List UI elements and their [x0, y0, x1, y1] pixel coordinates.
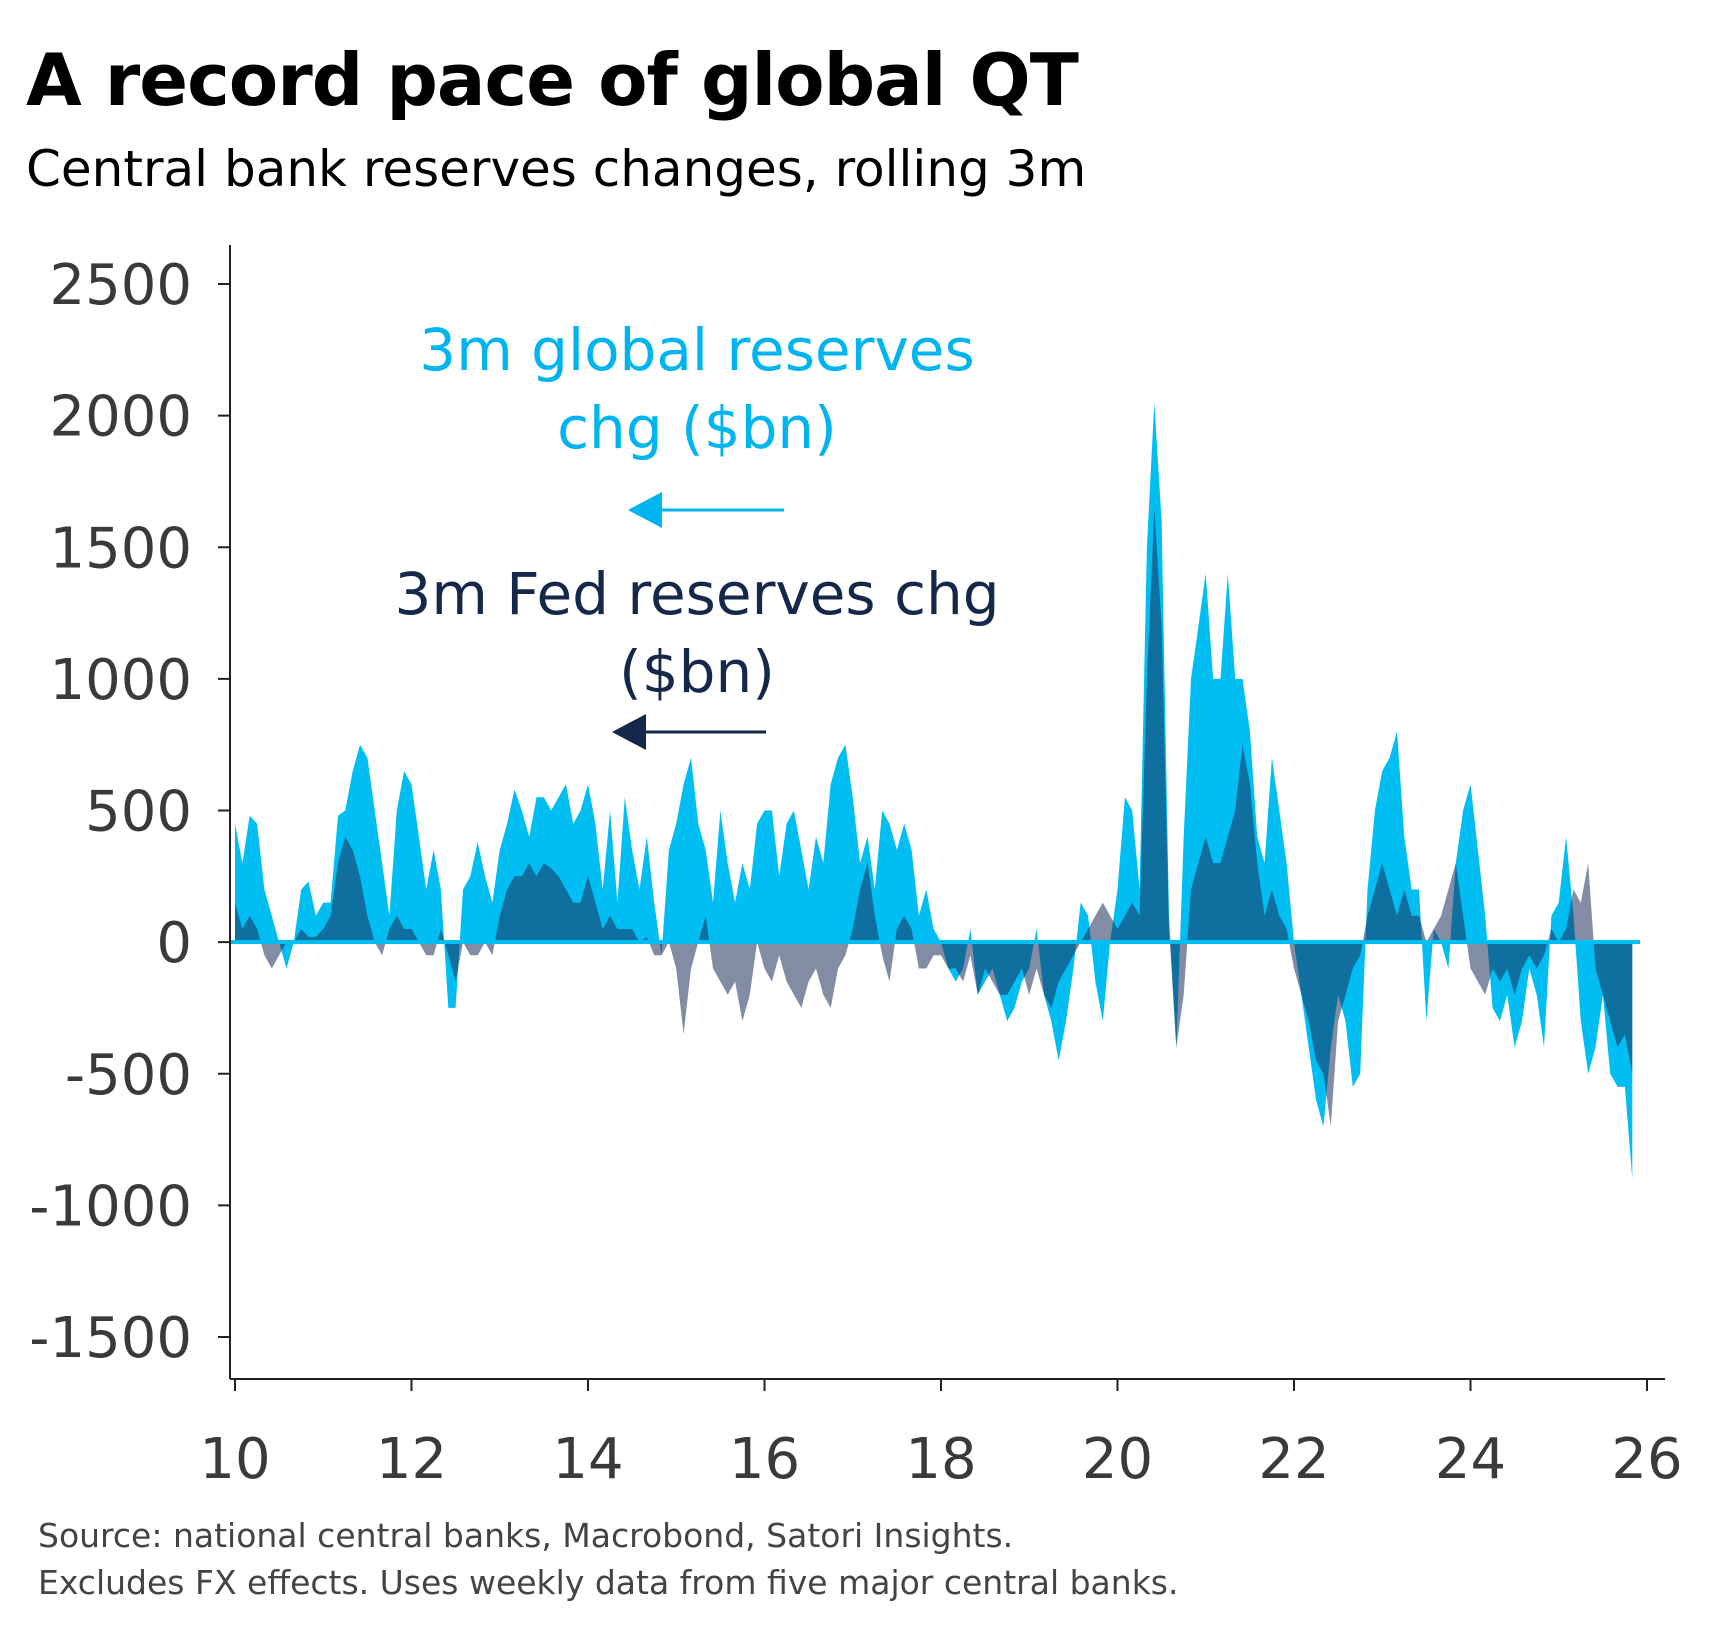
x-tick-label: 20: [1082, 1427, 1153, 1492]
source-line-2: Excludes FX effects. Uses weekly data fr…: [38, 1563, 1179, 1602]
y-tick-label: 1500: [49, 516, 192, 581]
y-tick-label: -1500: [29, 1306, 192, 1371]
y-tick-label: 500: [85, 780, 192, 845]
chart-title: A record pace of global QT: [26, 38, 1079, 122]
x-tick-label: 22: [1258, 1427, 1329, 1492]
x-tick-label: 12: [376, 1427, 447, 1492]
y-tick-label: 0: [156, 911, 192, 976]
y-tick-label: -1000: [29, 1174, 192, 1239]
y-tick-label: 1000: [49, 648, 192, 713]
legend-fed-line1: 3m Fed reserves chg: [394, 560, 999, 628]
x-tick-label: 14: [552, 1427, 623, 1492]
chart-subtitle: Central bank reserves changes, rolling 3…: [26, 140, 1087, 198]
x-tick-label: 26: [1611, 1427, 1682, 1492]
global-reserves-area: [235, 402, 1633, 1179]
y-tick-label: 2500: [49, 253, 192, 318]
source-note: Source: national central banks, Macrobon…: [38, 1512, 1178, 1606]
y-tick-label: -500: [65, 1043, 192, 1108]
source-line-1: Source: national central banks, Macrobon…: [38, 1516, 1014, 1555]
fed-arrow-icon: [612, 714, 766, 750]
legend-global-line2: chg ($bn): [557, 394, 837, 462]
legend-fed-line2: ($bn): [619, 638, 775, 706]
x-tick-label: 10: [199, 1427, 270, 1492]
x-tick-label: 16: [729, 1427, 800, 1492]
x-tick-label: 24: [1435, 1427, 1506, 1492]
global-arrow-icon: [628, 492, 784, 528]
x-tick-label: 18: [905, 1427, 976, 1492]
legend-global-line1: 3m global reserves: [419, 316, 974, 384]
y-tick-label: 2000: [49, 385, 192, 450]
